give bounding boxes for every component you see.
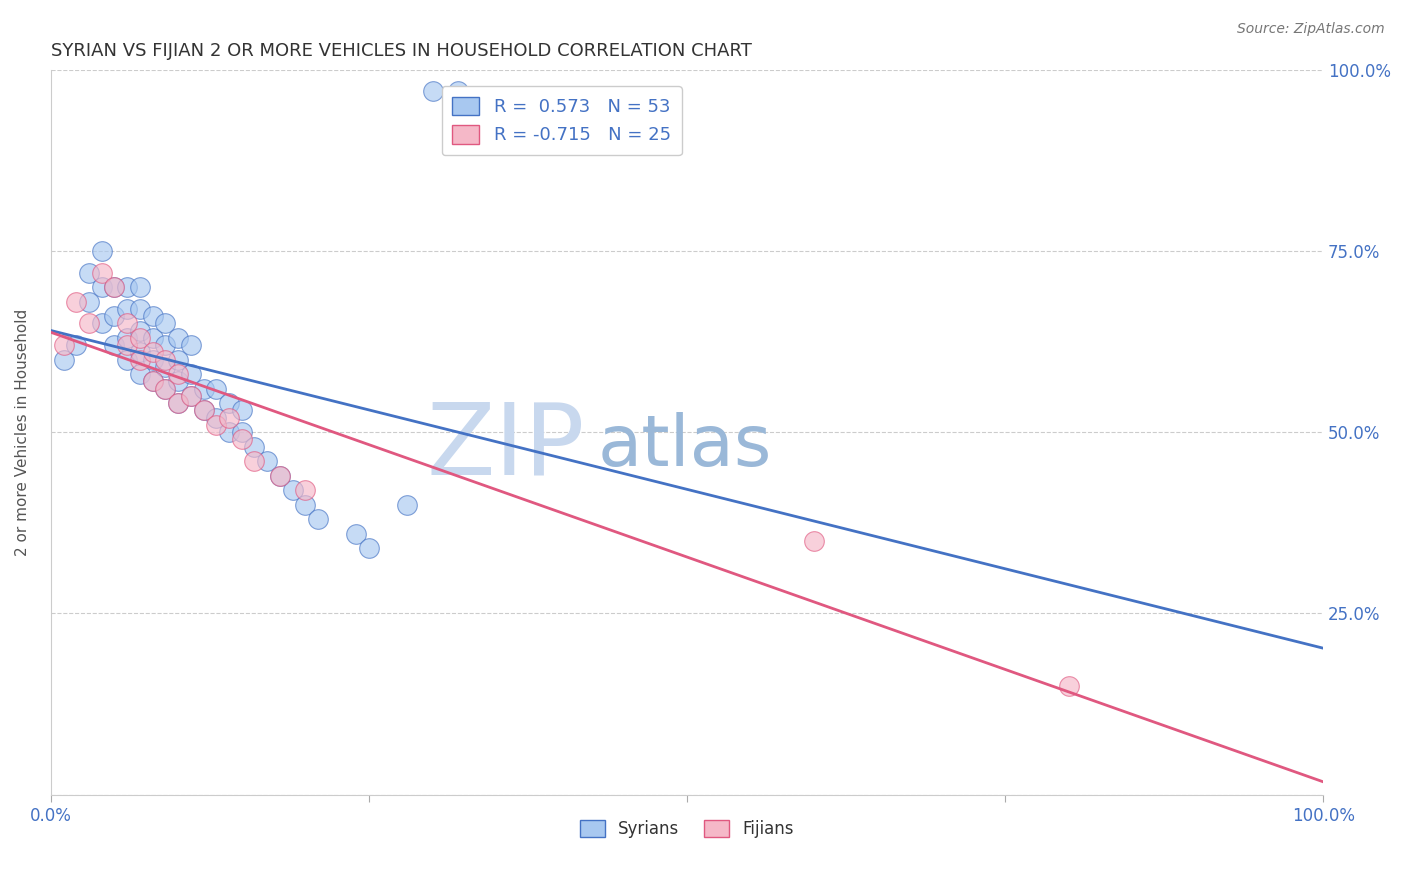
Point xyxy=(180,338,202,352)
Point xyxy=(103,280,125,294)
Point xyxy=(128,367,150,381)
Point xyxy=(357,541,380,556)
Point xyxy=(115,280,138,294)
Point xyxy=(115,331,138,345)
Point xyxy=(155,352,177,367)
Point xyxy=(103,338,125,352)
Point xyxy=(115,301,138,316)
Point xyxy=(167,396,190,410)
Point xyxy=(77,294,100,309)
Point xyxy=(103,280,125,294)
Point xyxy=(269,468,291,483)
Point xyxy=(205,410,228,425)
Point xyxy=(205,417,228,432)
Point xyxy=(155,359,177,374)
Point xyxy=(803,533,825,548)
Point xyxy=(142,309,165,323)
Point xyxy=(193,403,215,417)
Point xyxy=(294,498,316,512)
Point xyxy=(128,324,150,338)
Text: Source: ZipAtlas.com: Source: ZipAtlas.com xyxy=(1237,22,1385,37)
Point xyxy=(142,345,165,359)
Point xyxy=(52,338,75,352)
Point xyxy=(218,410,240,425)
Point xyxy=(128,352,150,367)
Point xyxy=(90,317,112,331)
Point xyxy=(167,367,190,381)
Point xyxy=(167,396,190,410)
Point xyxy=(142,352,165,367)
Point xyxy=(1057,679,1080,693)
Point xyxy=(65,294,87,309)
Point xyxy=(90,266,112,280)
Point xyxy=(128,345,150,359)
Point xyxy=(77,317,100,331)
Point xyxy=(155,317,177,331)
Point xyxy=(180,389,202,403)
Point xyxy=(128,301,150,316)
Point xyxy=(243,440,266,454)
Point xyxy=(307,512,329,526)
Point xyxy=(396,498,419,512)
Point xyxy=(231,403,253,417)
Legend: Syrians, Fijians: Syrians, Fijians xyxy=(574,813,801,845)
Point xyxy=(281,483,304,498)
Point xyxy=(180,389,202,403)
Point xyxy=(231,425,253,440)
Point xyxy=(155,382,177,396)
Point xyxy=(447,84,470,98)
Point xyxy=(115,338,138,352)
Point xyxy=(218,425,240,440)
Point xyxy=(344,526,367,541)
Point xyxy=(180,367,202,381)
Point xyxy=(269,468,291,483)
Point xyxy=(90,280,112,294)
Y-axis label: 2 or more Vehicles in Household: 2 or more Vehicles in Household xyxy=(15,309,30,556)
Point xyxy=(128,331,150,345)
Point xyxy=(193,403,215,417)
Text: atlas: atlas xyxy=(598,412,772,481)
Text: ZIP: ZIP xyxy=(427,398,585,495)
Point xyxy=(167,352,190,367)
Point xyxy=(115,317,138,331)
Point xyxy=(155,338,177,352)
Point xyxy=(422,84,444,98)
Point xyxy=(218,396,240,410)
Point xyxy=(142,375,165,389)
Text: SYRIAN VS FIJIAN 2 OR MORE VEHICLES IN HOUSEHOLD CORRELATION CHART: SYRIAN VS FIJIAN 2 OR MORE VEHICLES IN H… xyxy=(51,42,752,60)
Point xyxy=(142,375,165,389)
Point xyxy=(231,433,253,447)
Point xyxy=(90,244,112,258)
Point xyxy=(256,454,278,468)
Point xyxy=(167,375,190,389)
Point xyxy=(243,454,266,468)
Point xyxy=(142,331,165,345)
Point xyxy=(155,382,177,396)
Point xyxy=(103,309,125,323)
Point xyxy=(128,280,150,294)
Point xyxy=(65,338,87,352)
Point xyxy=(205,382,228,396)
Point xyxy=(115,352,138,367)
Point xyxy=(193,382,215,396)
Point xyxy=(294,483,316,498)
Point xyxy=(52,352,75,367)
Point xyxy=(167,331,190,345)
Point xyxy=(77,266,100,280)
